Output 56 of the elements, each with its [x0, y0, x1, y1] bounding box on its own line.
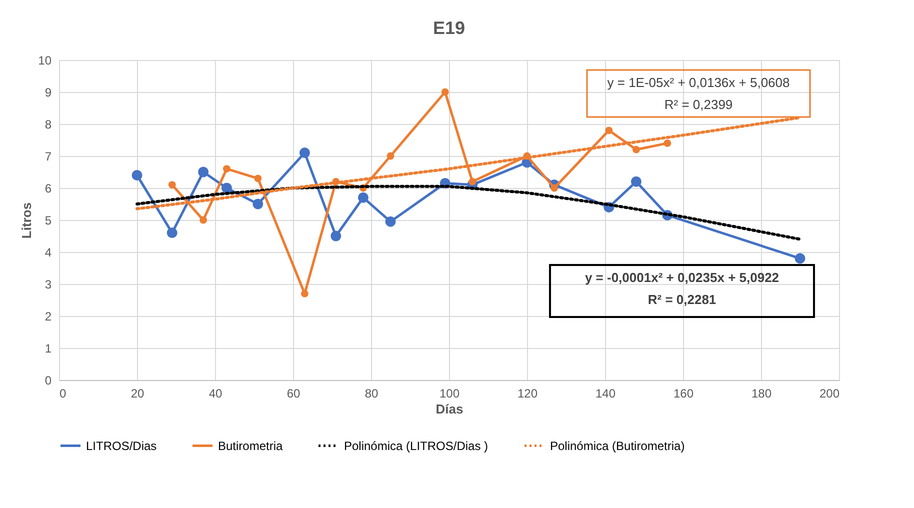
- x-tick-label: 160: [673, 386, 694, 400]
- point: [385, 216, 396, 227]
- y-tick-label: 1: [44, 342, 52, 356]
- point: [222, 165, 230, 172]
- point: [468, 178, 476, 186]
- annotation: R² = 0,2399: [664, 97, 733, 112]
- y-tick-label: 9: [44, 86, 52, 100]
- y-tick-label: 2: [44, 310, 52, 324]
- point: [300, 290, 308, 298]
- legend-label: LITROS/Dias: [86, 438, 157, 453]
- y-tick-label: 10: [38, 54, 52, 68]
- point: [386, 152, 394, 160]
- point: [252, 198, 264, 210]
- y-tick-label: 8: [44, 118, 52, 132]
- annotation: y = -0,0001x² + 0,0235x + 5,0922: [584, 270, 780, 285]
- point: [299, 148, 310, 158]
- point: [441, 88, 449, 96]
- legend-label: Butirometria: [218, 438, 284, 453]
- point: [794, 253, 806, 264]
- y-tick-label: 0: [44, 374, 52, 388]
- point: [330, 230, 342, 242]
- x-tick-label: 40: [208, 386, 222, 400]
- x-tick-label: 80: [364, 386, 378, 400]
- point: [221, 182, 232, 194]
- point: [550, 184, 558, 192]
- x-tick-label: 20: [130, 386, 144, 400]
- y-tick-label: 6: [44, 182, 52, 196]
- annotation: R² = 0,2281: [648, 292, 716, 307]
- x-tick-label: 60: [286, 386, 300, 400]
- chart-title: E19: [432, 18, 466, 38]
- x-tick-label: 140: [595, 386, 616, 400]
- point: [254, 174, 262, 182]
- point: [664, 140, 672, 147]
- point: [358, 192, 368, 203]
- point: [632, 146, 640, 154]
- point: [166, 228, 178, 238]
- x-tick-label: 100: [439, 386, 460, 400]
- point: [132, 170, 142, 180]
- point: [630, 176, 642, 187]
- point: [200, 216, 208, 224]
- legend-label: Polinómica (LITROS/Dias ): [344, 438, 488, 453]
- y-axis-title: Litros: [19, 202, 34, 239]
- point: [168, 181, 176, 188]
- x-tick-label: 0: [60, 386, 66, 400]
- y-tick-label: 5: [44, 214, 52, 228]
- annotation: y = 1E-05x² + 0,0136x + 5,0608: [607, 75, 790, 90]
- x-tick-label: 180: [751, 386, 772, 400]
- x-axis-title: Días: [436, 402, 464, 416]
- y-tick-label: 4: [44, 246, 52, 260]
- y-tick-label: 3: [44, 278, 52, 292]
- x-tick-label: 200: [819, 386, 840, 400]
- point: [605, 126, 613, 134]
- y-tick-label: 7: [44, 150, 52, 164]
- point: [198, 166, 209, 178]
- legend-label: Polinómica (Butirometria): [550, 438, 685, 453]
- x-tick-label: 120: [517, 386, 538, 400]
